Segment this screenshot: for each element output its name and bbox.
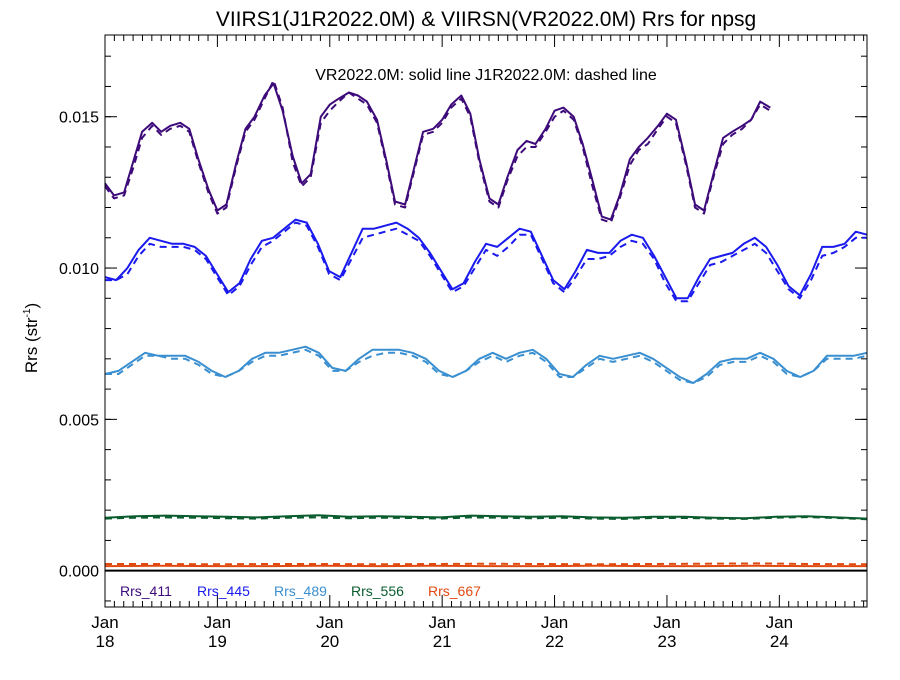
x-tick-label-year: 19 <box>208 632 227 651</box>
series-rrs-489-solid <box>105 347 867 383</box>
legend-item-rrs-489: Rrs_489 <box>274 583 327 599</box>
x-tick-label-month: Jan <box>428 613 455 632</box>
y-axis-label-end: ) <box>22 303 41 309</box>
x-tick-label-year: 18 <box>96 632 115 651</box>
x-tick-label-month: Jan <box>541 613 568 632</box>
tick-marks <box>105 35 867 607</box>
series-rrs-411-solid <box>105 83 770 219</box>
x-tick-label-year: 21 <box>433 632 452 651</box>
x-tick-label-year: 24 <box>770 632 789 651</box>
x-tick-label-month: Jan <box>653 613 680 632</box>
y-tick-label: 0.005 <box>59 412 99 429</box>
chart-title: VIIRS1(J1R2022.0M) & VIIRSN(VR2022.0M) R… <box>216 8 756 31</box>
x-tick-label-year: 20 <box>320 632 339 651</box>
series-rrs-445-dashed <box>105 223 867 302</box>
series-layer <box>105 80 867 566</box>
y-tick-labels: 0.000 0.005 0.010 0.015 <box>59 110 99 581</box>
y-tick-label: 0.015 <box>59 110 99 127</box>
x-tick-label-year: 23 <box>657 632 676 651</box>
series-rrs-445-solid <box>105 220 867 299</box>
legend-item-rrs-667: Rrs_667 <box>428 583 481 599</box>
legend: Rrs_411 Rrs_445 Rrs_489 Rrs_556 Rrs_667 <box>120 583 481 599</box>
series-rrs-667-dashed <box>105 563 867 564</box>
chart-subtitle: VR2022.0M: solid line J1R2022.0M: dashed… <box>315 67 657 84</box>
x-tick-label-month: Jan <box>766 613 793 632</box>
y-tick-label: 0.000 <box>59 564 99 581</box>
legend-item-rrs-445: Rrs_445 <box>197 583 250 599</box>
y-axis-label-main: Rrs (str <box>22 317 41 373</box>
x-tick-label-month: Jan <box>91 613 118 632</box>
x-tick-label-year: 22 <box>545 632 564 651</box>
y-tick-label: 0.010 <box>59 261 99 278</box>
x-tick-label-month: Jan <box>204 613 231 632</box>
legend-item-rrs-556: Rrs_556 <box>351 583 404 599</box>
y-axis-label: Rrs (str-1) <box>22 303 41 373</box>
x-tick-label-month: Jan <box>316 613 343 632</box>
legend-item-rrs-411: Rrs_411 <box>120 583 172 599</box>
series-rrs-411-dashed <box>105 80 770 222</box>
plot-frame <box>105 35 867 607</box>
